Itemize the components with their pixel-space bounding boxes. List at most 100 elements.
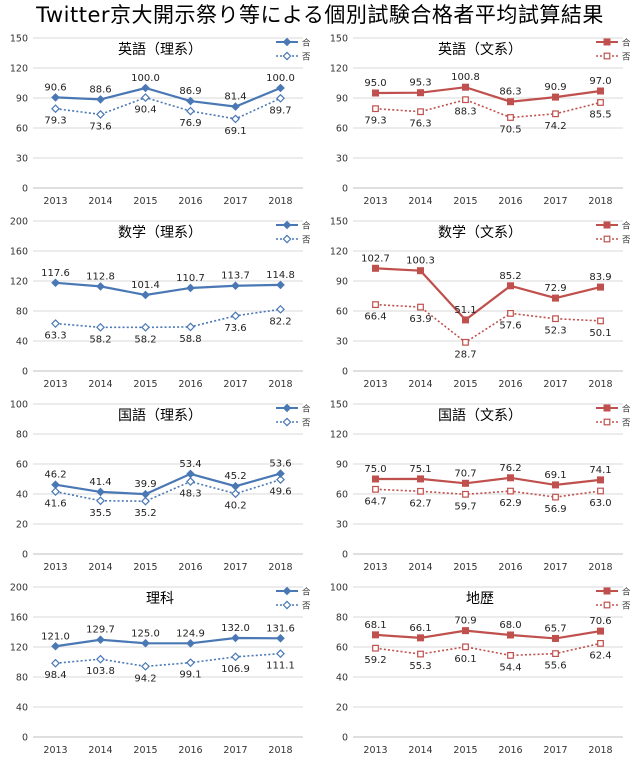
- data-point-pass: [276, 280, 285, 290]
- data-label-fail: 99.1: [179, 670, 201, 681]
- data-point-pass: [186, 639, 195, 648]
- data-label-pass: 85.2: [499, 271, 521, 282]
- data-point-fail: [276, 304, 285, 314]
- data-label-pass: 70.9: [454, 616, 476, 627]
- data-label-fail: 69.1: [224, 126, 246, 137]
- data-label-pass: 102.7: [361, 253, 390, 264]
- data-label-fail: 58.8: [179, 334, 201, 345]
- data-point-pass: [372, 631, 379, 639]
- y-tick-label: 0: [342, 550, 348, 561]
- x-tick-label: 2013: [363, 379, 387, 390]
- legend-label-pass: 合: [622, 404, 631, 415]
- data-label-pass: 90.9: [544, 82, 566, 93]
- legend-label-pass: 合: [302, 404, 311, 415]
- data-label-pass: 53.4: [179, 459, 201, 470]
- data-label-pass: 51.1: [454, 305, 476, 316]
- data-label-pass: 68.0: [499, 620, 521, 631]
- data-point-pass: [417, 267, 424, 275]
- data-label-fail: 62.9: [499, 498, 521, 509]
- data-point-fail: [141, 661, 150, 671]
- data-label-fail: 49.6: [269, 487, 291, 498]
- series-line-pass: [375, 267, 601, 322]
- y-tick-label: 20: [336, 703, 348, 714]
- data-label-fail: 56.9: [544, 504, 566, 515]
- data-point-pass: [462, 316, 469, 324]
- data-point-fail: [462, 490, 469, 498]
- data-point-fail: [141, 496, 150, 506]
- data-point-fail: [417, 108, 424, 116]
- data-label-pass: 100.3: [406, 256, 435, 267]
- x-tick-label: 2015: [453, 562, 477, 573]
- data-point-fail: [507, 487, 514, 495]
- x-tick-label: 2014: [408, 745, 432, 756]
- y-tick-label: 160: [10, 613, 28, 624]
- data-label-pass: 117.6: [41, 268, 70, 279]
- data-label-pass: 125.0: [131, 628, 160, 639]
- x-tick-label: 2016: [498, 562, 522, 573]
- chart-panel-science: 0 40 80 120 160 200 2013 2014 2015 2016 2017 2018 理科…: [0, 579, 320, 761]
- chart-svg: 0 30 60 90 120 150 2013 2014 2015 2016 2017 2018 英語（…: [10, 34, 311, 208]
- y-tick-label: 200: [10, 583, 28, 594]
- data-label-pass: 121.0: [41, 631, 70, 642]
- data-label-fail: 41.6: [44, 499, 66, 510]
- legend-marker-fail: [282, 600, 292, 610]
- y-tick-label: 0: [342, 184, 348, 195]
- legend-marker-pass: [603, 221, 611, 229]
- y-tick-label: 40: [16, 337, 28, 348]
- data-label-pass: 124.9: [176, 628, 205, 639]
- data-point-fail: [507, 114, 514, 121]
- data-label-pass: 113.7: [221, 271, 250, 282]
- data-label-fail: 48.3: [179, 489, 201, 500]
- data-label-fail: 62.4: [589, 650, 611, 661]
- data-point-pass: [276, 469, 285, 478]
- data-label-pass: 100.0: [266, 73, 295, 84]
- legend-marker-pass: [282, 37, 292, 47]
- data-point-pass: [231, 633, 240, 643]
- data-point-fail: [141, 322, 150, 332]
- x-tick-label: 2015: [133, 379, 157, 390]
- x-tick-label: 2015: [133, 745, 157, 756]
- data-point-pass: [372, 264, 379, 272]
- legend-label-pass: 合: [622, 221, 631, 232]
- x-tick-label: 2015: [453, 379, 477, 390]
- chart-title: 地歴: [466, 591, 494, 607]
- data-label-fail: 60.1: [454, 654, 476, 665]
- data-label-pass: 75.0: [364, 464, 386, 475]
- x-tick-label: 2018: [268, 745, 292, 756]
- y-tick-label: 30: [16, 154, 28, 165]
- data-label-pass: 53.6: [269, 459, 291, 470]
- y-tick-label: 150: [330, 34, 348, 45]
- x-tick-label: 2014: [88, 196, 112, 207]
- legend-marker-pass: [282, 586, 292, 596]
- data-label-pass: 75.1: [409, 464, 431, 475]
- chart-svg: 0 40 80 120 160 200 2013 2014 2015 2016 2017 2018 理科…: [10, 583, 311, 757]
- legend-label-fail: 否: [302, 236, 311, 246]
- data-point-pass: [507, 631, 514, 639]
- y-tick-label: 90: [16, 94, 28, 105]
- legend-label-fail: 否: [622, 602, 631, 612]
- legend-label-pass: 合: [622, 38, 631, 49]
- data-point-fail: [552, 110, 559, 118]
- data-point-fail: [372, 644, 379, 652]
- data-point-fail: [186, 658, 195, 668]
- data-label-pass: 129.7: [86, 625, 115, 636]
- data-label-fail: 76.9: [179, 118, 201, 129]
- y-tick-label: 80: [16, 673, 28, 684]
- data-point-pass: [507, 282, 514, 290]
- data-point-fail: [51, 487, 60, 497]
- y-tick-label: 80: [336, 613, 348, 624]
- data-label-fail: 55.3: [409, 661, 431, 672]
- data-point-pass: [231, 481, 240, 491]
- data-label-fail: 40.2: [224, 501, 246, 512]
- legend-marker-pass: [603, 587, 611, 595]
- legend-label-pass: 合: [622, 587, 631, 598]
- y-tick-label: 40: [16, 703, 28, 714]
- y-tick-label: 120: [330, 247, 348, 258]
- x-tick-label: 2017: [223, 196, 247, 207]
- x-tick-label: 2014: [408, 562, 432, 573]
- data-label-fail: 106.9: [221, 664, 250, 675]
- x-tick-label: 2013: [43, 745, 67, 756]
- data-point-fail: [51, 319, 60, 328]
- x-tick-label: 2013: [43, 562, 67, 573]
- data-label-pass: 95.3: [409, 78, 431, 89]
